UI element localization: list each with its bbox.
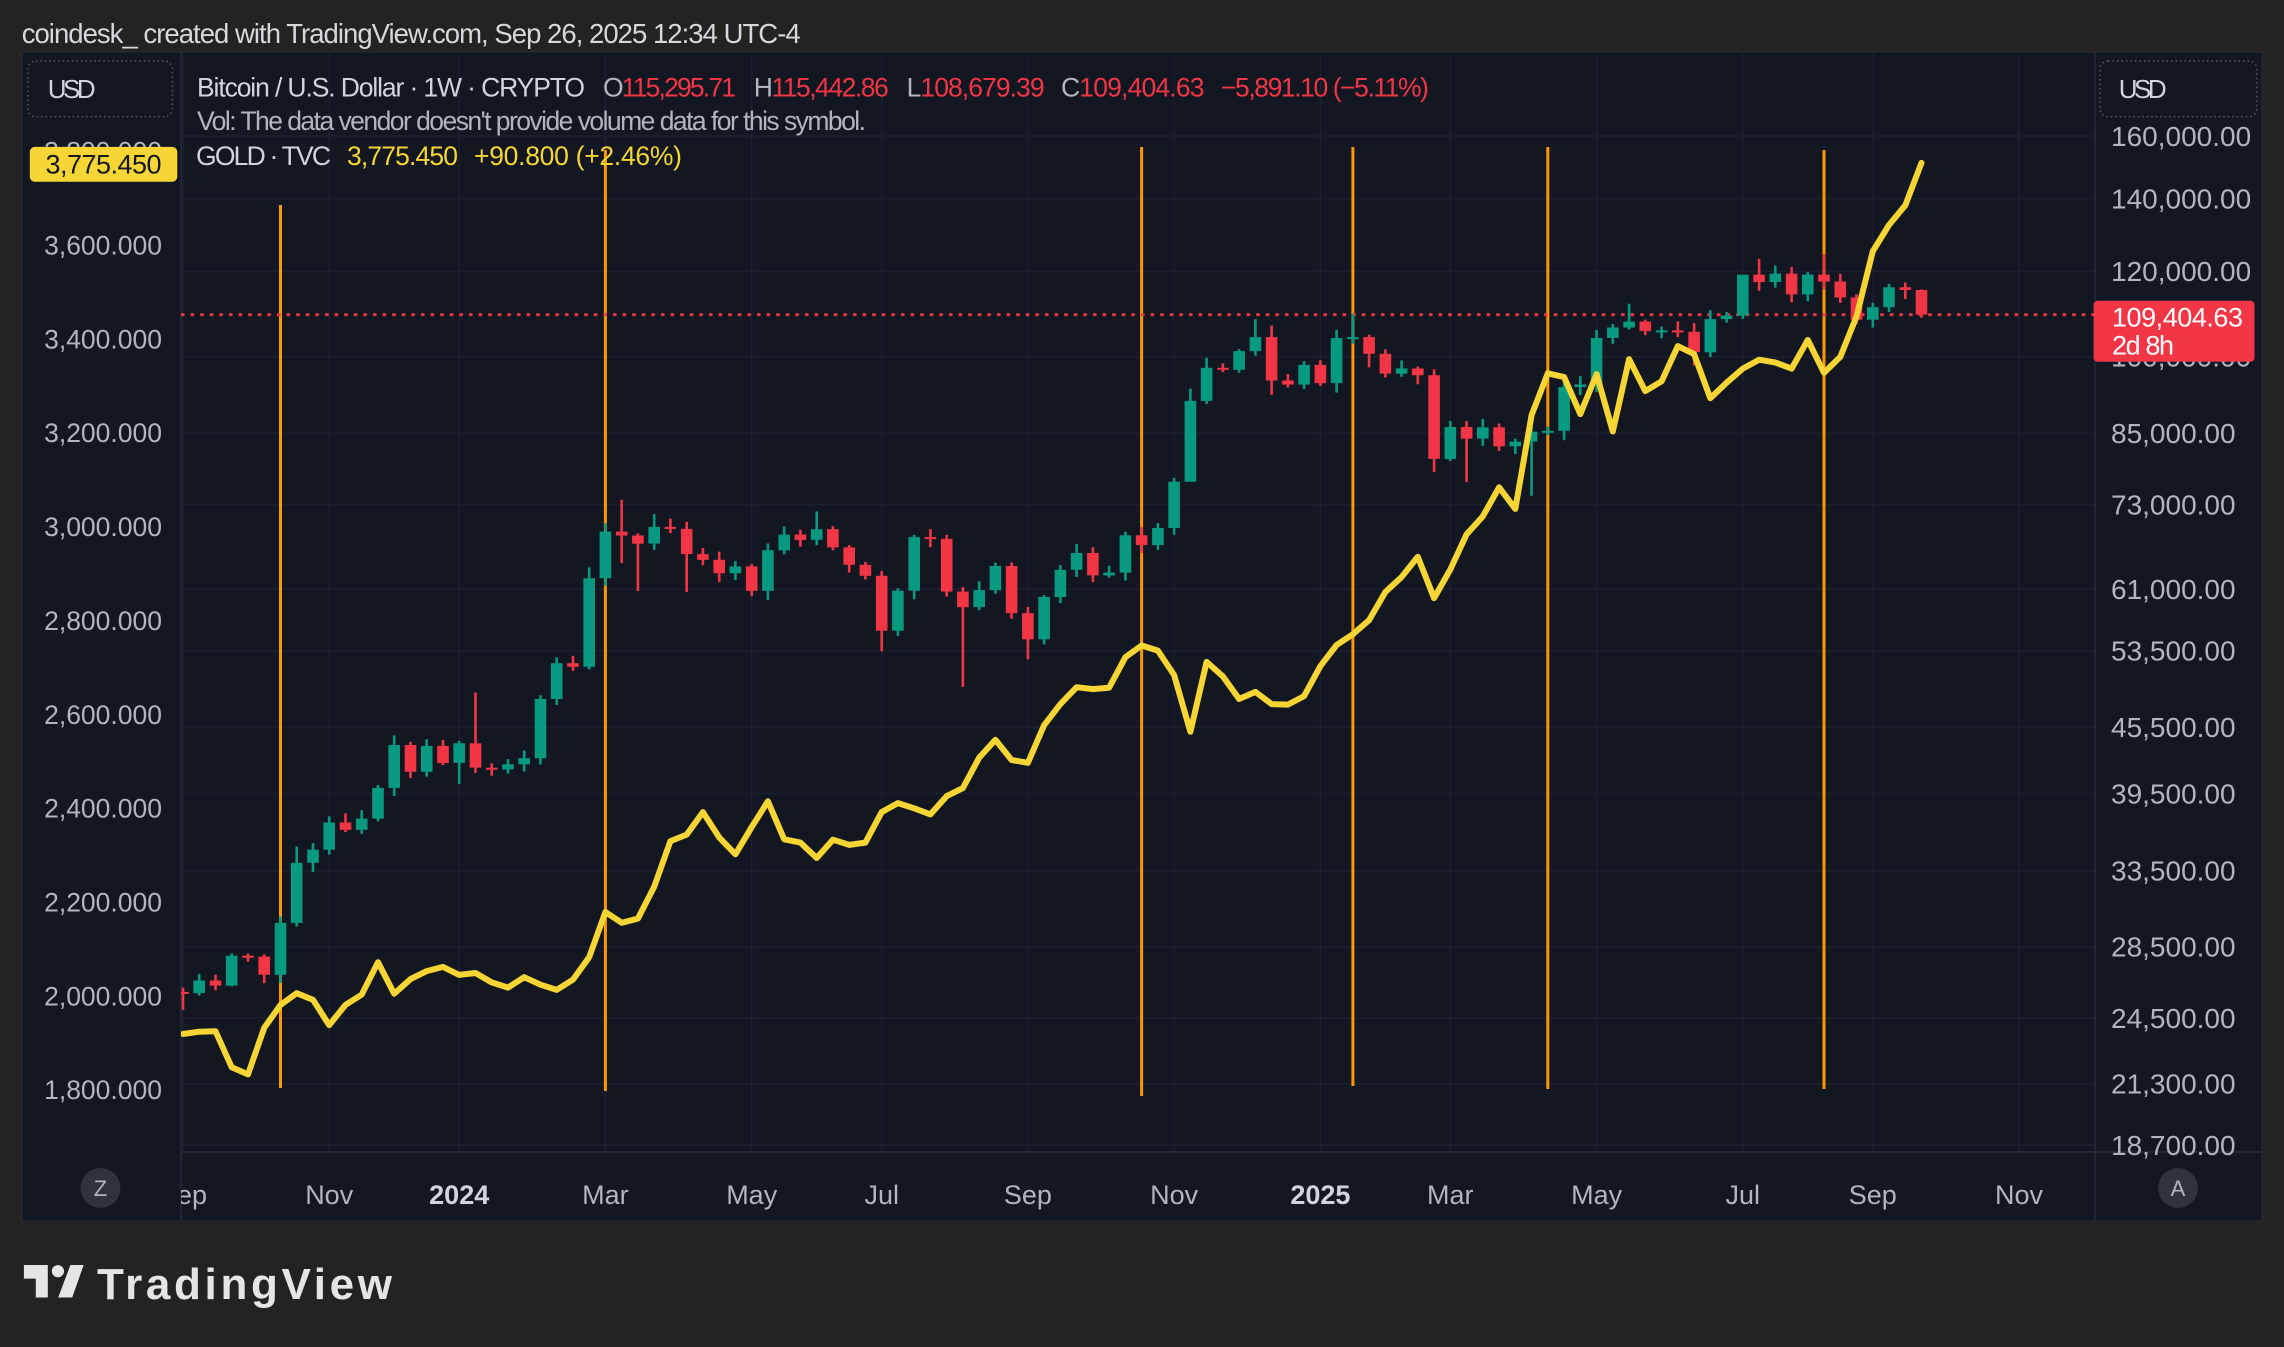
svg-text:39,500.00: 39,500.00 [2111, 778, 2236, 809]
svg-text:L108,679.39: L108,679.39 [907, 73, 1045, 103]
svg-text:45,500.00: 45,500.00 [2111, 712, 2236, 743]
svg-text:H115,442.86: H115,442.86 [754, 73, 889, 103]
svg-text:18,700.00: 18,700.00 [2111, 1130, 2236, 1161]
svg-text:May: May [726, 1180, 778, 1210]
svg-text:Mar: Mar [1427, 1180, 1474, 1210]
svg-text:24,500.00: 24,500.00 [2111, 1003, 2236, 1034]
svg-text:1,800.000: 1,800.000 [44, 1075, 162, 1105]
svg-text:Bitcoin / U.S. Dollar · 1W · C: Bitcoin / U.S. Dollar · 1W · CRYPTO [197, 73, 585, 103]
svg-text:Sep: Sep [1849, 1180, 1897, 1210]
svg-text:A: A [2171, 1176, 2186, 1201]
svg-text:3,775.450: 3,775.450 [347, 141, 458, 171]
svg-text:3,775.450: 3,775.450 [46, 149, 162, 179]
svg-text:Nov: Nov [1150, 1180, 1199, 1210]
svg-text:coindesk_ created with Trading: coindesk_ created with TradingView.com, … [22, 18, 801, 49]
svg-text:2,400.000: 2,400.000 [44, 794, 162, 824]
svg-text:2,600.000: 2,600.000 [44, 700, 162, 730]
svg-text:May: May [1571, 1180, 1623, 1210]
svg-text:160,000.00: 160,000.00 [2111, 121, 2251, 152]
svg-text:Nov: Nov [1995, 1180, 2044, 1210]
svg-text:Z: Z [94, 1176, 107, 1201]
svg-text:Sep: Sep [1004, 1180, 1052, 1210]
svg-text:GOLD · TVC: GOLD · TVC [196, 141, 331, 171]
svg-text:85,000.00: 85,000.00 [2111, 418, 2236, 449]
svg-text:2,000.000: 2,000.000 [44, 981, 162, 1011]
svg-text:C109,404.63: C109,404.63 [1061, 73, 1205, 103]
svg-text:33,500.00: 33,500.00 [2111, 856, 2236, 887]
svg-text:−5,891.10 (−5.11%): −5,891.10 (−5.11%) [1221, 73, 1429, 103]
svg-text:21,300.00: 21,300.00 [2111, 1069, 2236, 1100]
svg-text:140,000.00: 140,000.00 [2111, 184, 2251, 215]
svg-text:73,000.00: 73,000.00 [2111, 490, 2236, 521]
svg-text:3,000.000: 3,000.000 [44, 512, 162, 542]
svg-text:Vol: The data vendor doesn't p: Vol: The data vendor doesn't provide vol… [197, 106, 866, 136]
svg-text:2d 8h: 2d 8h [2112, 331, 2174, 361]
svg-text:2024: 2024 [429, 1180, 489, 1210]
svg-text:53,500.00: 53,500.00 [2111, 636, 2236, 667]
svg-text:28,500.00: 28,500.00 [2111, 932, 2236, 963]
svg-text:Mar: Mar [582, 1180, 629, 1210]
svg-text:109,404.63: 109,404.63 [2112, 303, 2243, 333]
svg-text:2,800.000: 2,800.000 [44, 606, 162, 636]
svg-text:USD: USD [48, 74, 96, 104]
svg-text:2,200.000: 2,200.000 [44, 888, 162, 918]
svg-text:3,400.000: 3,400.000 [44, 324, 162, 354]
svg-text:+90.800 (+2.46%): +90.800 (+2.46%) [474, 141, 682, 171]
svg-text:Jul: Jul [864, 1180, 899, 1210]
svg-text:Jul: Jul [1726, 1180, 1761, 1210]
svg-text:Nov: Nov [305, 1180, 354, 1210]
svg-text:3,600.000: 3,600.000 [44, 231, 162, 261]
svg-text:61,000.00: 61,000.00 [2111, 574, 2236, 605]
svg-text:USD: USD [2119, 74, 2167, 104]
svg-text:3,200.000: 3,200.000 [44, 418, 162, 448]
svg-text:120,000.00: 120,000.00 [2111, 256, 2251, 287]
svg-text:O115,295.71: O115,295.71 [603, 73, 736, 103]
svg-text:Sep: Sep [159, 1180, 207, 1210]
svg-text:TradingView: TradingView [97, 1260, 393, 1309]
svg-text:2025: 2025 [1290, 1180, 1350, 1210]
